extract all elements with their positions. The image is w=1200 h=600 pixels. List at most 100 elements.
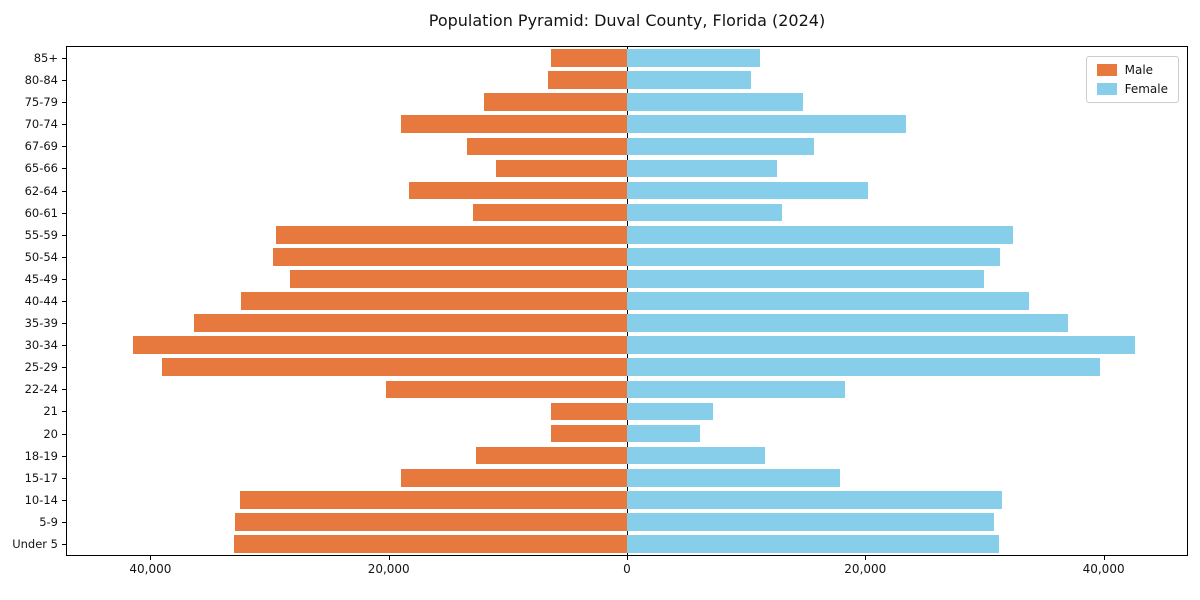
female-bar-21 [627,402,713,421]
y-tick-mark [62,80,66,82]
male-bar-70-74 [400,115,627,134]
female-bar-20 [627,424,700,443]
male-bar-85+ [550,49,627,67]
y-axis-label-18-19: 18-19 [24,448,58,463]
male-bar-15-17 [400,468,627,487]
male-bar-18-19 [475,446,627,465]
y-tick-mark [62,58,66,60]
y-axis-label-21: 21 [43,404,58,419]
y-axis-label-35-39: 35-39 [24,316,58,331]
x-axis-label: 20,000 [844,562,887,576]
female-bar-55-59 [627,225,1014,244]
male-bar-80-84 [548,71,627,89]
y-tick-mark [62,521,66,523]
female-bar-67-69 [627,137,815,156]
chart-title: Population Pyramid: Duval County, Florid… [428,11,826,30]
male-bar-5-9 [235,513,627,531]
legend: Male Female [1085,56,1179,103]
x-tick-mark [150,556,152,560]
y-tick-mark [62,102,66,104]
y-axis-label-70-74: 70-74 [24,117,58,132]
y-axis-label-67-69: 67-69 [24,139,58,154]
male-bar-50-54 [273,247,627,266]
y-tick-mark [62,168,66,170]
y-axis-label-22-24: 22-24 [24,382,58,397]
y-axis-label-20: 20 [43,426,58,441]
y-tick-mark [62,367,66,369]
male-bar-75-79 [484,93,627,112]
x-axis-label: 20,000 [367,562,410,576]
female-bar-60-61 [627,203,782,222]
y-axis-label-65-66: 65-66 [24,161,58,176]
female-bar-Under 5 [627,535,999,553]
female-bar-30-34 [627,336,1135,354]
female-bar-25-29 [627,358,1101,377]
y-tick-mark [62,323,66,325]
male-bar-40-44 [240,292,627,310]
male-bar-25-29 [162,358,627,377]
female-bar-10-14 [627,490,1003,509]
female-bar-80-84 [627,71,751,89]
y-tick-mark [62,301,66,302]
female-bar-75-79 [627,93,804,112]
male-bar-20 [550,424,627,443]
y-tick-mark [62,146,66,148]
male-bar-65-66 [495,159,627,178]
legend-label-male: Male [1124,63,1154,77]
y-axis-label-80-84: 80-84 [24,73,58,88]
y-tick-mark [62,212,66,214]
y-axis-label-10-14: 10-14 [24,492,58,507]
y-tick-mark [62,190,66,192]
male-bar-45-49 [289,270,627,288]
x-axis-label: 0 [623,562,631,576]
y-axis-label-25-29: 25-29 [24,360,58,375]
legend-label-female: Female [1124,82,1168,96]
y-axis-label-45-49: 45-49 [24,271,58,286]
y-tick-mark [62,389,66,391]
y-axis-label-62-64: 62-64 [24,183,58,198]
y-tick-mark [62,411,66,413]
y-axis-label-55-59: 55-59 [24,227,58,242]
x-tick-mark [388,556,390,560]
male-bar-67-69 [467,137,627,156]
y-tick-mark [62,234,66,236]
y-tick-mark [62,345,66,347]
plot-area: Male Female [66,46,1188,556]
y-tick-mark [62,455,66,457]
x-tick-mark [865,556,867,560]
y-tick-mark [62,499,66,501]
female-bar-35-39 [627,314,1068,332]
female-bar-18-19 [627,446,766,465]
y-axis-label-50-54: 50-54 [24,249,58,264]
female-bar-22-24 [627,380,846,399]
legend-item-male: Male [1096,63,1168,77]
female-bar-5-9 [627,513,994,531]
male-bar-62-64 [408,181,627,200]
male-swatch [1096,64,1117,76]
male-bar-Under 5 [233,535,627,553]
male-bar-60-61 [473,203,627,222]
y-tick-mark [62,543,66,545]
female-bar-50-54 [627,247,1000,266]
bars-layer [67,47,1187,555]
female-bar-70-74 [627,115,906,134]
legend-item-female: Female [1096,82,1168,96]
y-axis-label-85+: 85+ [33,51,58,66]
y-axis-label-5-9: 5-9 [39,514,58,529]
x-tick-mark [1103,556,1105,560]
x-axis-label: 40,000 [1082,562,1125,576]
y-axis-label-15-17: 15-17 [24,470,58,485]
y-axis-label-30-34: 30-34 [24,338,58,353]
female-bar-40-44 [627,292,1029,310]
y-tick-mark [62,256,66,258]
y-tick-mark [62,477,66,479]
male-bar-35-39 [194,314,627,332]
y-axis-label-40-44: 40-44 [24,294,58,308]
y-axis-label-60-61: 60-61 [24,205,58,220]
x-axis-label: 40,000 [129,562,172,576]
y-axis-label-75-79: 75-79 [24,95,58,110]
female-bar-65-66 [627,159,778,178]
male-bar-10-14 [239,490,627,509]
female-bar-45-49 [627,270,985,288]
